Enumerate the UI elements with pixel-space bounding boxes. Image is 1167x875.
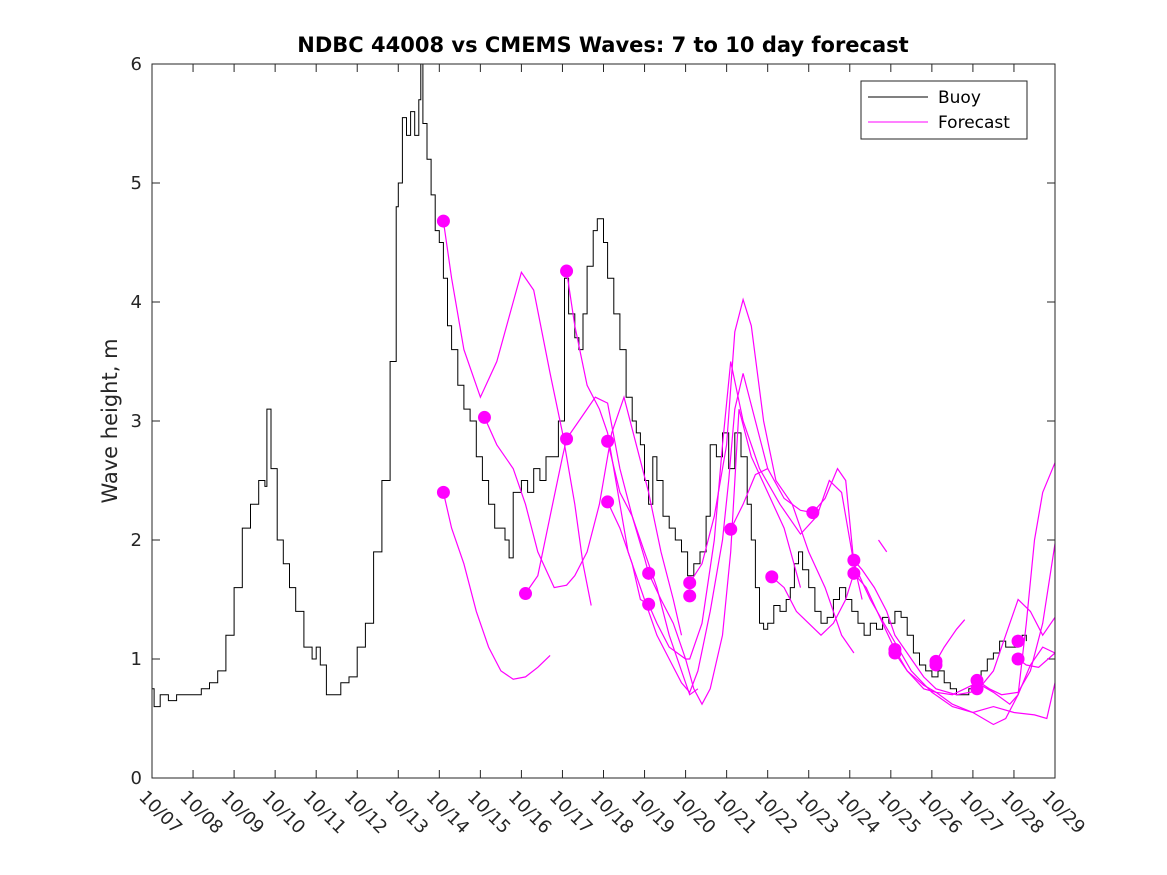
forecast-marker-4 — [560, 264, 574, 278]
forecast-marker-24 — [1011, 652, 1025, 666]
forecast-marker-9 — [642, 597, 656, 611]
forecast-marker-22 — [970, 682, 984, 696]
x-tick-label: 10/21 — [709, 787, 761, 839]
forecast-markers — [436, 214, 1025, 696]
forecast-line-9 — [771, 572, 1056, 726]
forecast-marker-2 — [477, 410, 491, 424]
x-tick-label: 10/17 — [545, 787, 597, 839]
x-tick-label: 10/16 — [504, 787, 556, 839]
legend-buoy-label: Buoy — [938, 88, 981, 108]
forecast-marker-14 — [806, 506, 820, 520]
forecast-marker-7 — [601, 495, 615, 509]
forecast-line-7 — [689, 297, 855, 654]
y-tick-label: 1 — [131, 649, 142, 670]
y-tick-label: 5 — [131, 173, 142, 194]
forecast-marker-13 — [765, 570, 779, 584]
forecast-marker-11 — [683, 589, 697, 603]
forecast-marker-16 — [847, 566, 861, 580]
forecast-marker-15 — [847, 553, 861, 567]
x-tick-label: 10/22 — [750, 787, 802, 839]
x-tick-label: 10/09 — [217, 787, 269, 839]
forecast-line-11 — [894, 462, 1056, 706]
forecast-line-0 — [442, 221, 592, 606]
x-tick-label: 10/26 — [914, 787, 966, 839]
x-tick-label: 10/27 — [955, 787, 1007, 839]
y-tick-label: 4 — [131, 292, 142, 313]
y-tick-label: 0 — [131, 768, 142, 789]
forecast-marker-18 — [888, 646, 902, 660]
forecast-line-15 — [878, 539, 888, 553]
y-tick-label: 3 — [131, 411, 142, 432]
x-tick-label: 10/15 — [463, 787, 515, 839]
forecast-marker-0 — [436, 214, 450, 228]
forecast-marker-8 — [642, 566, 656, 580]
forecast-line-2 — [483, 395, 683, 636]
forecast-line-1 — [442, 492, 551, 680]
plot-frame — [151, 63, 1056, 779]
forecast-line-4 — [566, 271, 769, 694]
forecast-marker-6 — [601, 434, 615, 448]
forecast-marker-1 — [436, 485, 450, 499]
chart-title: NDBC 44008 vs CMEMS Waves: 7 to 10 day f… — [297, 33, 908, 57]
x-tick-label: 10/07 — [134, 787, 186, 839]
forecast-line-10 — [853, 559, 1056, 696]
legend-forecast-label: Forecast — [938, 113, 1010, 133]
x-tick-label: 10/24 — [832, 787, 884, 839]
forecast-marker-10 — [683, 576, 697, 590]
forecast-marker-23 — [1011, 634, 1025, 648]
forecast-marker-20 — [929, 658, 943, 672]
y-tick-label: 2 — [131, 530, 142, 551]
forecast-line-8 — [730, 467, 1056, 720]
x-tick-label: 10/23 — [791, 787, 843, 839]
x-tick-label: 10/14 — [422, 787, 474, 839]
x-tick-label: 10/13 — [381, 787, 433, 839]
forecast-line-13 — [976, 543, 1056, 696]
y-axis-label: Wave height, m — [98, 338, 122, 503]
buoy-line — [152, 63, 1027, 708]
forecast-marker-3 — [519, 587, 533, 601]
forecast-marker-5 — [560, 432, 574, 446]
x-tick-label: 10/12 — [340, 787, 392, 839]
x-tick-label: 10/11 — [299, 787, 351, 839]
x-tick-label: 10/19 — [627, 787, 679, 839]
y-axis: 0 1 2 3 4 5 6 — [131, 54, 1055, 789]
buoy-series — [152, 63, 1027, 708]
forecast-series-group — [442, 221, 1056, 726]
legend: Buoy Forecast — [860, 80, 1028, 140]
forecast-marker-12 — [724, 522, 738, 536]
forecast-line-12 — [935, 619, 966, 662]
x-tick-label: 10/20 — [668, 787, 720, 839]
x-tick-label: 10/18 — [586, 787, 638, 839]
x-tick-label: 10/29 — [1037, 787, 1089, 839]
forecast-line-5 — [607, 408, 802, 706]
forecast-line-3 — [525, 396, 699, 696]
x-tick-label: 10/08 — [176, 787, 228, 839]
legend-box — [860, 80, 1028, 140]
x-tick-label: 10/10 — [258, 787, 310, 839]
x-tick-label: 10/28 — [996, 787, 1048, 839]
x-tick-label: 10/25 — [873, 787, 925, 839]
y-tick-label: 6 — [131, 54, 142, 75]
